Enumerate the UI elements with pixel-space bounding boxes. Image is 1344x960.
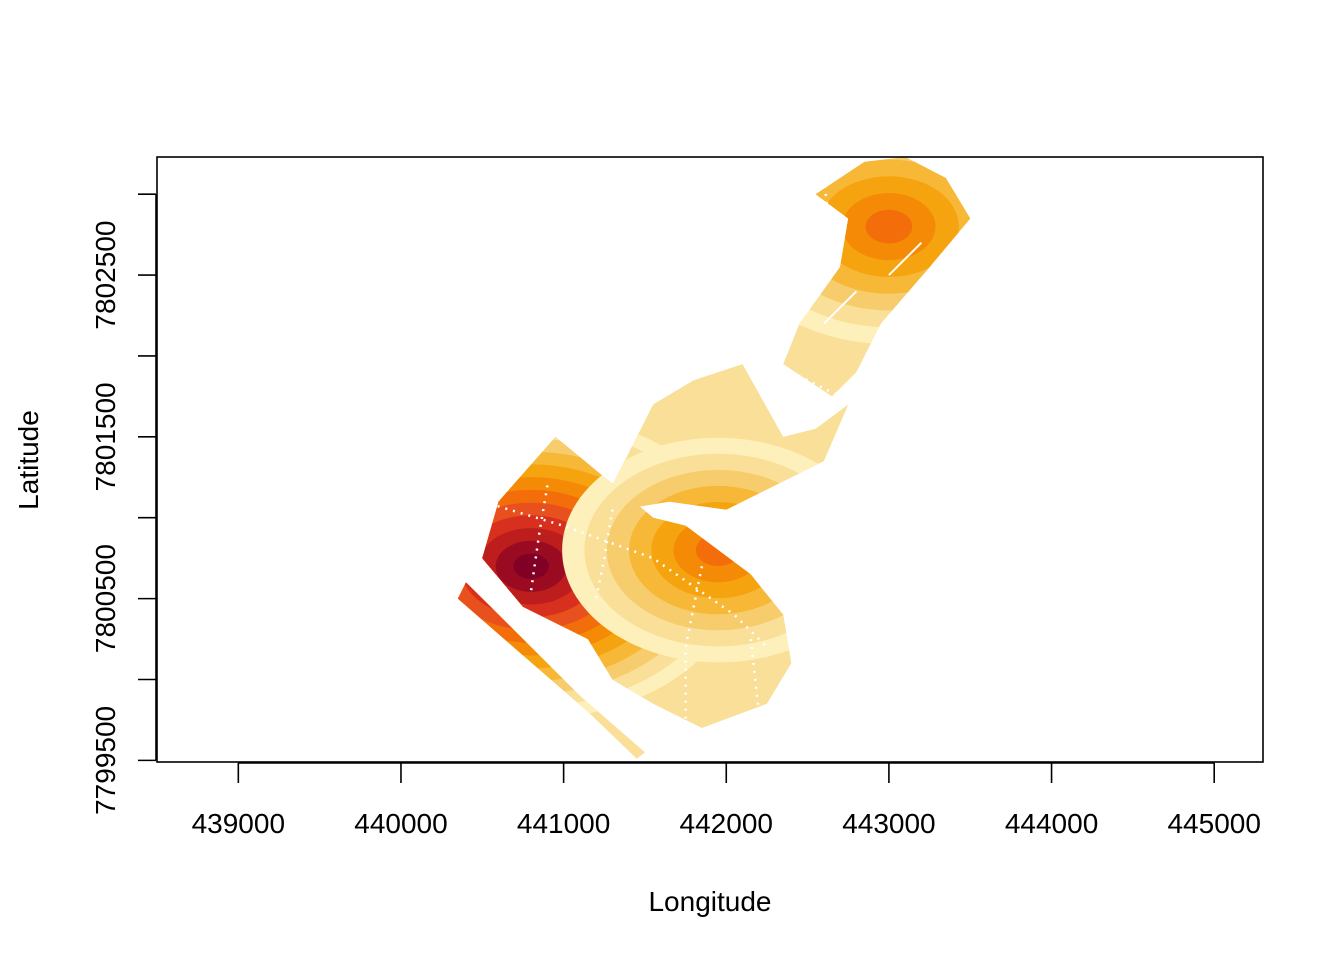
x-tick-label-5: 444000 — [1005, 808, 1098, 839]
y-axis: 7799500 7800500 7801500 7802500 — [90, 193, 157, 815]
contour-band-1-5 — [865, 209, 913, 244]
dotted-track-2 — [594, 509, 614, 599]
x-axis: 439000 440000 441000 442000 443000 444000 4450… — [192, 762, 1261, 839]
y-axis-title: Latitude — [13, 410, 44, 510]
dotted-track-6 — [790, 370, 841, 398]
track-lines — [481, 177, 923, 745]
contour-bands — [457, 157, 971, 759]
y-tick-label-3: 7802500 — [90, 221, 121, 330]
dotted-track-0 — [481, 500, 768, 648]
x-tick-label-4: 443000 — [842, 808, 935, 839]
x-tick-label-3: 442000 — [680, 808, 773, 839]
y-tick-label-0: 7799500 — [90, 706, 121, 815]
solid-track-0 — [823, 290, 858, 325]
x-axis-title: Longitude — [648, 886, 771, 917]
y-tick-label-2: 7801500 — [90, 382, 121, 491]
y-tick-label-1: 7800500 — [90, 544, 121, 653]
x-tick-label-6: 445000 — [1167, 808, 1260, 839]
plot-frame — [156, 156, 1264, 763]
x-tick-label-1: 440000 — [354, 808, 447, 839]
x-tick-label-0: 439000 — [192, 808, 285, 839]
x-tick-label-2: 441000 — [517, 808, 610, 839]
contour-band-2-5 — [695, 534, 741, 567]
heatmap-layer — [457, 157, 971, 759]
contour-band-0-0 — [513, 553, 549, 579]
solid-track-1 — [888, 241, 923, 276]
dotted-track-1 — [529, 485, 549, 591]
